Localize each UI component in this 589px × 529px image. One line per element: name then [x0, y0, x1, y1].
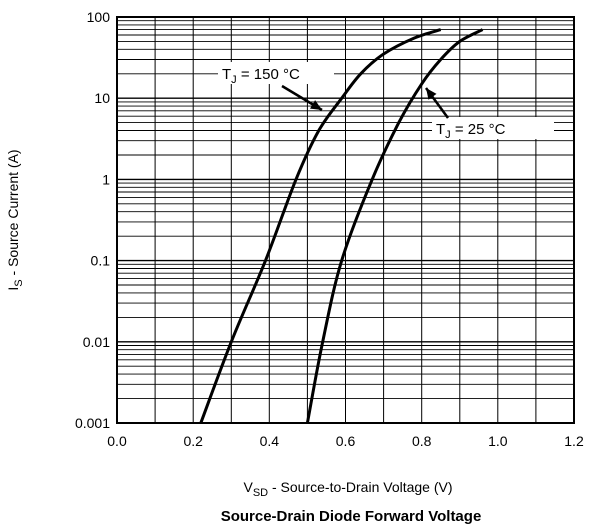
- x-axis-label: VSD - Source-to-Drain Voltage (V): [243, 479, 452, 499]
- x-tick-label: 0.0: [107, 433, 127, 449]
- series-line-tj-25: [307, 30, 482, 423]
- y-tick-labels: 0.001 0.01 0.1 1 10 100: [75, 9, 110, 431]
- x-tick-label: 0.2: [183, 433, 203, 449]
- x-tick-label: 1.0: [488, 433, 508, 449]
- y-tick-label: 10: [94, 90, 110, 106]
- y-tick-label: 1: [102, 171, 110, 187]
- y-tick-label: 0.001: [75, 415, 110, 431]
- y-tick-label: 0.01: [83, 334, 110, 350]
- grid-lines: [117, 17, 574, 423]
- series-group: [201, 30, 483, 423]
- chart-caption: Source-Drain Diode Forward Voltage: [221, 508, 482, 525]
- x-tick-label: 0.6: [336, 433, 356, 449]
- y-tick-label: 100: [87, 9, 111, 25]
- annotation-tj-25: TJ = 25 °C: [426, 88, 554, 141]
- annotation-tj-150: TJ = 150 °C: [218, 62, 334, 110]
- x-tick-label: 0.8: [412, 433, 432, 449]
- x-tick-label: 0.4: [260, 433, 280, 449]
- x-tick-labels: 0.0 0.2 0.4 0.6 0.8 1.0 1.2: [107, 433, 584, 449]
- series-line-tj-150: [201, 30, 441, 423]
- x-tick-label: 1.2: [564, 433, 584, 449]
- y-tick-label: 0.1: [91, 253, 111, 269]
- y-axis-label: IS - Source Current (A): [5, 149, 25, 290]
